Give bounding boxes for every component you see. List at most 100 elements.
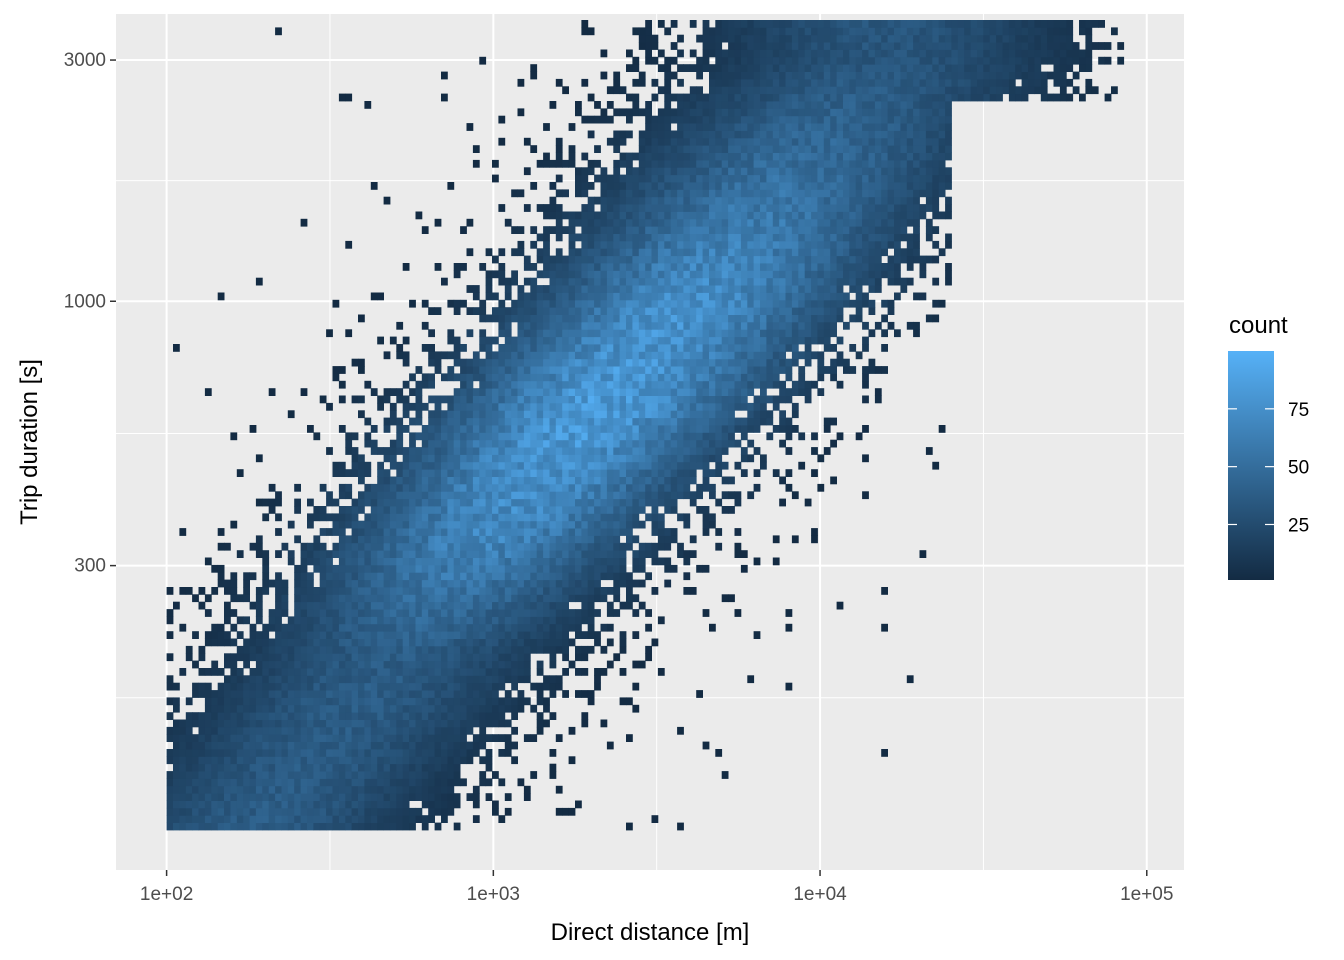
heatmap-cell (492, 417, 499, 426)
heatmap-cell (421, 299, 429, 308)
heatmap-cell (383, 388, 391, 396)
heatmap-cell (600, 255, 608, 264)
heatmap-cell (677, 351, 684, 360)
heatmap-cell (255, 550, 263, 558)
heatmap-cell (670, 233, 678, 242)
heatmap-cell (594, 520, 601, 529)
heatmap-cell (894, 329, 901, 338)
heatmap-cell (760, 461, 767, 470)
heatmap-cell (785, 270, 793, 279)
heatmap-cell (377, 336, 384, 345)
heatmap-cell (747, 336, 755, 345)
heatmap-cell (511, 535, 518, 544)
heatmap-cell (536, 483, 544, 492)
heatmap-cell (568, 454, 576, 463)
heatmap-cell (421, 653, 429, 662)
heatmap-cell (287, 807, 295, 816)
heatmap-cell (651, 255, 659, 264)
heatmap-cell (606, 439, 614, 448)
heatmap-cell (587, 321, 595, 330)
heatmap-cell (587, 439, 595, 448)
heatmap-cell (472, 564, 480, 573)
heatmap-cell (606, 469, 614, 477)
heatmap-cell (441, 734, 448, 742)
heatmap-cell (836, 248, 844, 257)
heatmap-cell (377, 491, 384, 500)
heatmap-cell (243, 771, 250, 779)
heatmap-cell (377, 557, 384, 566)
heatmap-cell (396, 432, 404, 441)
heatmap-cell (428, 690, 435, 698)
heatmap-cell (645, 299, 652, 308)
heatmap-cell (530, 388, 538, 396)
heatmap-cell (338, 623, 346, 632)
heatmap-cell (715, 285, 723, 293)
heatmap-cell (236, 690, 244, 698)
heatmap-cell (549, 557, 557, 566)
heatmap-cell (689, 277, 697, 286)
heatmap-cell (562, 285, 569, 293)
heatmap-cell (204, 749, 212, 757)
heatmap-cell (211, 690, 219, 698)
heatmap-cell (383, 645, 391, 654)
heatmap-cell (555, 535, 563, 544)
heatmap-cell (338, 668, 346, 676)
heatmap-cell (798, 380, 806, 389)
heatmap-cell (721, 307, 729, 315)
heatmap-cell (657, 469, 665, 477)
heatmap-cell (709, 373, 716, 382)
heatmap-cell (434, 638, 442, 647)
heatmap-cell (651, 395, 659, 404)
heatmap-cell (543, 410, 550, 419)
heatmap-cell (600, 454, 608, 463)
heatmap-cell (338, 425, 346, 433)
heatmap-cell (645, 417, 652, 426)
heatmap-cell (645, 233, 652, 242)
heatmap-cell (683, 240, 691, 249)
heatmap-cell (689, 285, 697, 293)
heatmap-cell (619, 211, 627, 220)
heatmap-cell (913, 226, 920, 234)
heatmap-cell (358, 668, 365, 676)
heatmap-cell (268, 498, 276, 507)
heatmap-cell (364, 535, 372, 544)
heatmap-cell (307, 631, 314, 639)
heatmap-cell (389, 535, 397, 544)
heatmap-cell (753, 255, 761, 264)
heatmap-cell (364, 800, 372, 809)
heatmap-cell (396, 564, 404, 573)
heatmap-cell (657, 344, 665, 352)
heatmap-cell (555, 388, 563, 396)
heatmap-cell (657, 336, 665, 345)
heatmap-cell (740, 218, 748, 227)
heatmap-cell (492, 336, 499, 345)
heatmap-cell (683, 211, 691, 220)
heatmap-cell (670, 476, 678, 485)
heatmap-cell (613, 579, 621, 588)
heatmap-cell (402, 402, 410, 411)
heatmap-cell (594, 498, 601, 507)
heatmap-cell (823, 336, 831, 345)
heatmap-cell (364, 682, 372, 691)
heatmap-cell (504, 388, 512, 396)
heatmap-cell (396, 344, 404, 352)
heatmap-cell (804, 380, 812, 389)
heatmap-cell (753, 233, 761, 242)
heatmap-cell (358, 535, 365, 544)
heatmap-cell (606, 572, 614, 581)
heatmap-cell (313, 506, 321, 514)
heatmap-cell (530, 417, 538, 426)
heatmap-cell (255, 542, 263, 551)
heatmap-cell (715, 417, 723, 426)
heatmap-cell (453, 645, 461, 654)
heatmap-cell (294, 704, 301, 713)
heatmap-cell (377, 483, 384, 492)
heatmap-cell (517, 329, 525, 338)
heatmap-cell (472, 601, 480, 610)
heatmap-cell (894, 240, 901, 249)
heatmap-cell (523, 734, 531, 742)
heatmap-cell (351, 734, 359, 742)
heatmap-cell (287, 690, 295, 698)
heatmap-cell (894, 277, 901, 286)
heatmap-cell (498, 307, 506, 315)
